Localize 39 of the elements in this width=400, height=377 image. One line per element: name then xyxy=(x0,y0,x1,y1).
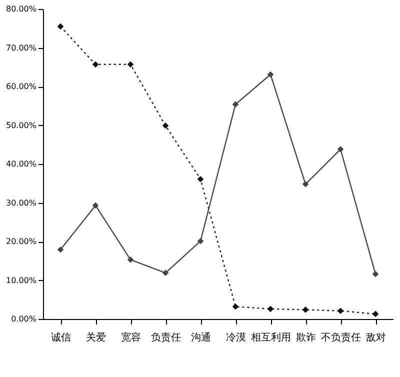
x-tick-label: 欺诈 xyxy=(296,332,316,344)
point xyxy=(302,180,309,188)
y-tick-label: 60.00% xyxy=(6,82,37,91)
point xyxy=(337,308,344,314)
x-tick-label: 沟通 xyxy=(191,332,211,344)
point xyxy=(337,146,344,152)
y-tick-label: 30.00% xyxy=(6,198,37,208)
y-tick-label: 10.00% xyxy=(6,276,37,285)
x-tick-label: 相互利用 xyxy=(251,332,291,344)
point xyxy=(372,270,379,278)
y-tick-label: 50.00% xyxy=(6,120,37,130)
point xyxy=(92,61,99,68)
point xyxy=(127,256,134,263)
x-tick-label: 敌对 xyxy=(366,332,386,344)
point xyxy=(372,310,379,318)
point xyxy=(57,246,64,253)
point xyxy=(197,176,204,182)
point xyxy=(162,122,169,129)
point xyxy=(302,306,309,313)
point xyxy=(162,270,169,276)
x-tick-label: 冷漠 xyxy=(226,332,246,344)
point xyxy=(267,71,274,78)
y-tick-label: 0.00% xyxy=(11,314,37,324)
x-tick-label: 宽容 xyxy=(121,332,141,344)
point xyxy=(232,303,239,310)
point xyxy=(57,23,64,30)
y-tick-label: 70.00% xyxy=(6,43,37,52)
x-tick-label: 负责任 xyxy=(151,332,181,344)
point xyxy=(127,61,134,68)
point xyxy=(197,238,204,244)
y-tick-label: 20.00% xyxy=(6,237,37,246)
x-tick-label: 诚信 xyxy=(51,332,71,344)
point xyxy=(232,101,239,108)
point xyxy=(92,202,99,209)
x-tick-label: 不负责任 xyxy=(321,332,361,344)
y-tick-label: 80.00% xyxy=(6,4,37,14)
point xyxy=(267,306,274,312)
x-tick-label: 关爱 xyxy=(86,332,106,344)
y-tick-label: 40.00% xyxy=(6,160,37,168)
